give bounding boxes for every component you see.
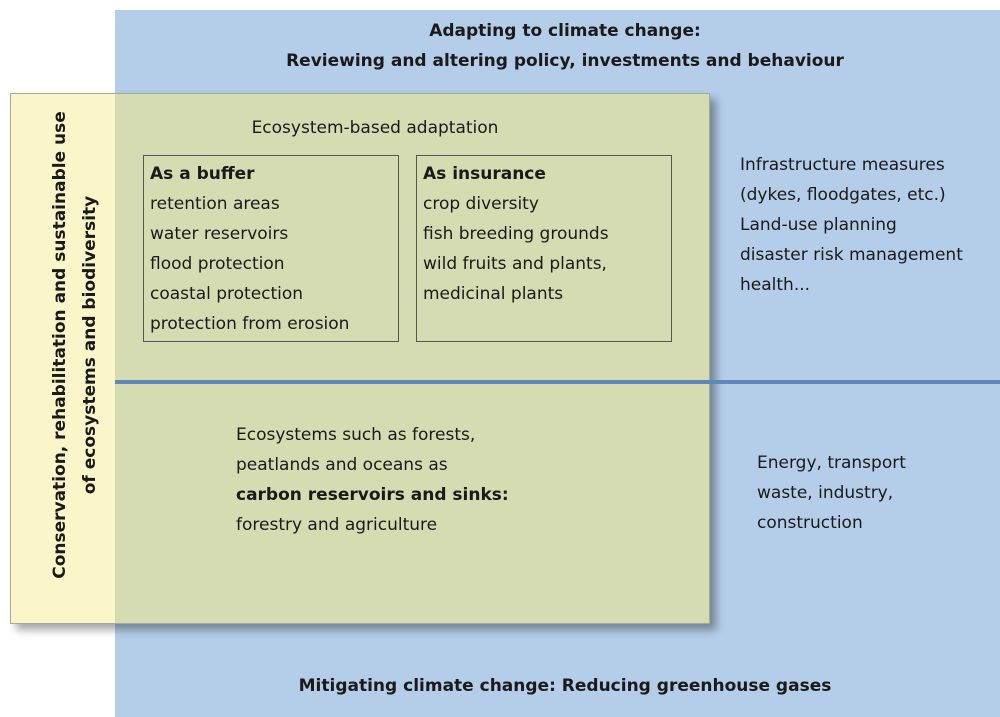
side-label-line: Conservation, rehabilitation and sustain… bbox=[50, 111, 70, 579]
eba-title: Ecosystem-based adaptation bbox=[251, 118, 499, 138]
text-line: health... bbox=[740, 275, 811, 295]
side-label: Conservation, rehabilitation and sustain… bbox=[45, 80, 105, 610]
text-line: retention areas bbox=[150, 194, 280, 214]
text-line: crop diversity bbox=[423, 194, 539, 214]
header: Adapting to climate change: Reviewing an… bbox=[115, 16, 1000, 76]
text-line: waste, industry, bbox=[757, 483, 894, 503]
text-line: coastal protection bbox=[150, 284, 304, 304]
text-line: (dykes, floodgates, etc.) bbox=[740, 185, 946, 205]
side-label-line: of ecosystems and biodiversity bbox=[80, 195, 100, 495]
text-line: disaster risk management bbox=[740, 245, 963, 265]
box-title: As insurance bbox=[423, 164, 546, 184]
item-list: crop diversity fish breeding grounds wild … bbox=[423, 189, 665, 309]
other-adaptation: Infrastructure measures (dykes, floodgate… bbox=[740, 150, 963, 300]
text-line: Ecosystems such as forests, bbox=[236, 425, 476, 445]
text-line: peatlands and oceans as bbox=[236, 455, 448, 475]
text-line: forestry and agriculture bbox=[236, 515, 438, 535]
text-line: medicinal plants bbox=[423, 284, 564, 304]
buffer-box: As a buffer retention areas water reservo… bbox=[143, 155, 399, 342]
text-line: fish breeding grounds bbox=[423, 224, 609, 244]
footer: Mitigating climate change: Reducing gree… bbox=[298, 676, 832, 696]
side-panel bbox=[11, 94, 115, 623]
text-line: Land-use planning bbox=[740, 215, 897, 235]
text-line: wild fruits and plants, bbox=[423, 254, 607, 274]
item-list: retention areas water reservoirs flood pro… bbox=[150, 189, 392, 339]
text-line: construction bbox=[757, 513, 863, 533]
ecosystem-mitigation: Ecosystems such as forests, peatlands and… bbox=[236, 420, 509, 540]
text-line: protection from erosion bbox=[150, 314, 350, 334]
text-line: flood protection bbox=[150, 254, 285, 274]
text-line: water reservoirs bbox=[150, 224, 289, 244]
text-line: Energy, transport bbox=[757, 453, 906, 473]
ecosystem-panel bbox=[10, 93, 710, 624]
box-title: As a buffer bbox=[150, 164, 255, 184]
header-line: Reviewing and altering policy, investmen… bbox=[286, 51, 844, 71]
text-line: Infrastructure measures bbox=[740, 155, 945, 175]
text-line: carbon reservoirs and sinks: bbox=[236, 485, 509, 505]
header-line: Adapting to climate change: bbox=[429, 21, 701, 41]
other-mitigation: Energy, transport waste, industry, constru… bbox=[757, 448, 906, 538]
divider bbox=[115, 380, 1000, 384]
insurance-box: As insurance crop diversity fish breeding… bbox=[416, 155, 672, 342]
